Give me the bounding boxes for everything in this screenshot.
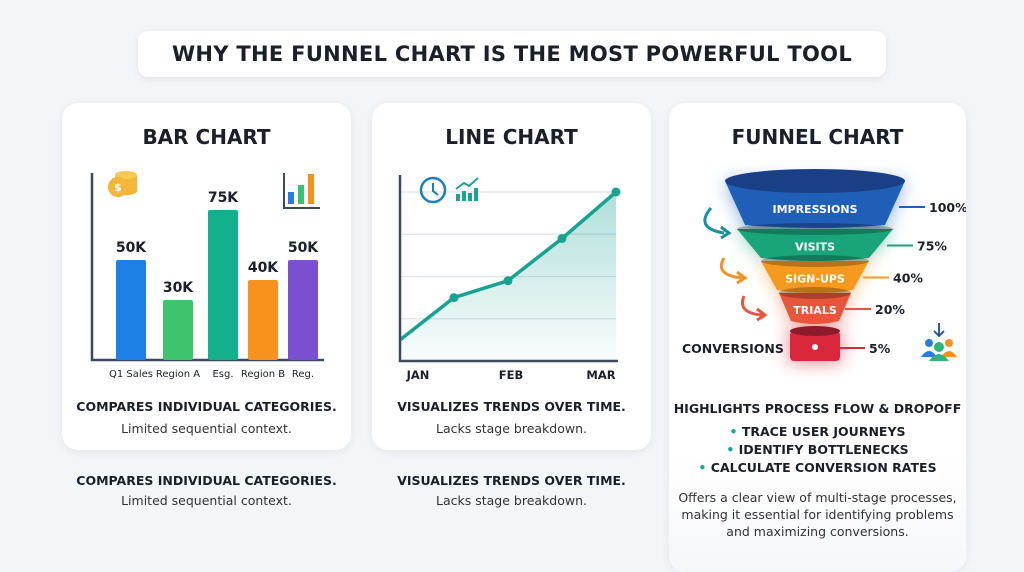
funnel-percent-label: 75% [917, 239, 947, 254]
bar-chart: $ 50K Q1 Sales 30K Region A 75K Esg. 40K Region… [90, 171, 324, 380]
funnel-description: Offers a clear view of multi-stage proce… [678, 490, 957, 539]
line-summary-headline: VISUALIZES TRENDS OVER TIME. [397, 473, 626, 488]
benefit-item: • TRACE USER JOURNEYS [729, 424, 906, 439]
card-subtext: Limited sequential context. [121, 421, 292, 436]
line-summary-subtext: Lacks stage breakdown. [436, 493, 587, 508]
funnel-stage [779, 293, 851, 324]
bar-chart-icon [283, 173, 320, 209]
flow-arrows-icon [703, 207, 768, 322]
bar [208, 210, 238, 360]
bar-value-label: 40K [248, 260, 279, 276]
card-title: LINE CHART [445, 125, 578, 149]
bar-value-label: 50K [288, 240, 319, 256]
funnel-percent-label: 40% [893, 271, 923, 286]
funnel-stage [761, 261, 869, 293]
benefit-list: • TRACE USER JOURNEYS • IDENTIFY BOTTLEN… [669, 423, 966, 477]
page-title: WHY THE FUNNEL CHART IS THE MOST POWERFU… [138, 31, 886, 77]
card-title: BAR CHART [142, 125, 271, 149]
clock-icon [419, 176, 447, 204]
funnel-stage [737, 229, 893, 261]
funnel-stage-rim [790, 326, 840, 336]
bar [248, 280, 278, 360]
growth-chart-icon [455, 177, 479, 201]
funnel-stage-label: TRIALS [793, 304, 837, 317]
x-tick-label: Q1 Sales [109, 369, 153, 380]
funnel-percent-label: 20% [875, 302, 905, 317]
bar [116, 260, 146, 360]
x-tick-label: Region B [241, 369, 285, 380]
card-title: FUNNEL CHART [731, 125, 904, 149]
x-tick-label: Reg. [292, 369, 314, 380]
x-tick-label: FEB [499, 368, 523, 382]
funnel-chart-card: FUNNEL CHART HIGHLIGHTS PROCESS FLOW & D… [669, 103, 966, 572]
funnel-stage-rim [761, 255, 869, 267]
axes [90, 173, 324, 362]
bar [288, 260, 318, 360]
line-area [400, 192, 616, 361]
x-tick-label: JAN [406, 368, 430, 382]
funnel-percent-label: 100% [929, 200, 966, 215]
people-icon [812, 344, 818, 350]
funnel-stage-label: VISITS [795, 241, 835, 254]
x-tick-label: MAR [586, 368, 615, 382]
x-tick-label: Region A [156, 369, 200, 380]
benefit-item: • CALCULATE CONVERSION RATES [698, 460, 937, 475]
data-point [611, 187, 621, 197]
funnel-stage-rim [737, 223, 893, 235]
funnel-stage-label: SIGN-UPS [785, 273, 845, 286]
card-headline: HIGHLIGHTS PROCESS FLOW & DROPOFF [673, 401, 962, 416]
bar-value-label: 30K [163, 280, 194, 296]
bar-value-label: 50K [116, 240, 147, 256]
funnel-stage-label: CONVERSIONS [682, 341, 784, 356]
line-chart: JAN FEB MAR [398, 175, 621, 382]
funnel-percent-label: 5% [869, 341, 891, 356]
bar [163, 300, 193, 360]
card-headline: COMPARES INDIVIDUAL CATEGORIES. [76, 399, 337, 414]
x-tick-label: Esg. [212, 369, 233, 380]
benefit-item: • IDENTIFY BOTTLENECKS [726, 442, 909, 457]
funnel-stage-rim [779, 287, 851, 299]
funnel-chart: IMPRESSIONS 100% VISITS 75% SIGN-UPS 40% TRIAL… [682, 169, 966, 363]
funnel-stage-label: IMPRESSIONS [772, 203, 857, 216]
users-icon [921, 323, 957, 361]
card-headline: VISUALIZES TRENDS OVER TIME. [397, 399, 626, 414]
data-point [503, 276, 513, 286]
svg-text:$: $ [114, 181, 122, 194]
coins-icon: $ [108, 171, 137, 197]
bar-value-label: 75K [208, 190, 239, 206]
bar-summary-headline: COMPARES INDIVIDUAL CATEGORIES. [76, 473, 337, 488]
funnel-stage-rim [725, 169, 905, 193]
data-point [557, 233, 567, 243]
card-subtext: Lacks stage breakdown. [436, 421, 587, 436]
bar-summary-subtext: Limited sequential context. [121, 493, 292, 508]
data-point [449, 293, 459, 303]
funnel-stage [725, 181, 905, 228]
axes [398, 175, 618, 363]
